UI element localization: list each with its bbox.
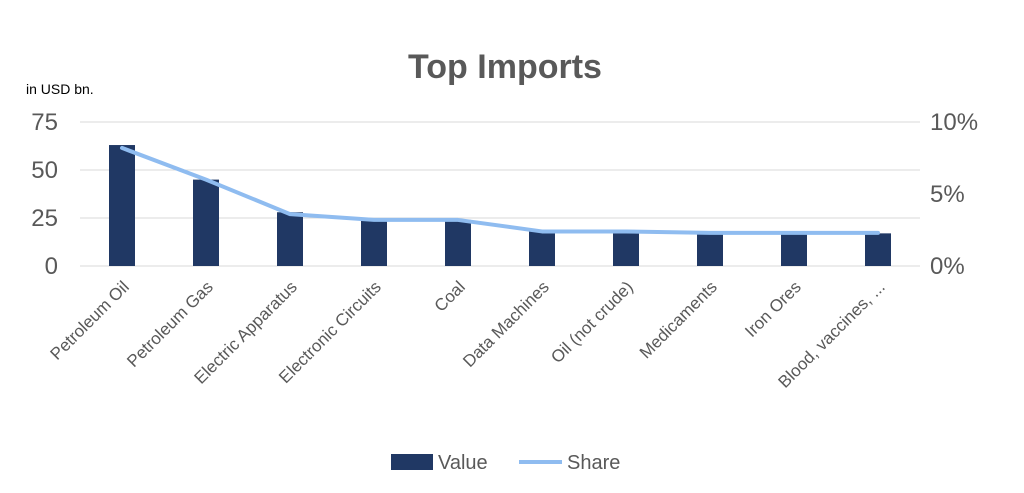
right-axis-ticks: 0% 5% 10%: [930, 109, 978, 280]
bar: [445, 219, 471, 266]
legend-value-swatch: [391, 454, 433, 470]
category-label: Iron Ores: [741, 277, 805, 341]
right-tick-label: 0%: [930, 253, 965, 280]
left-axis-ticks: 0 25 50 75: [31, 109, 58, 280]
bar: [193, 179, 219, 266]
category-label: Medicaments: [636, 277, 721, 362]
left-tick-label: 25: [31, 205, 58, 232]
share-line-path: [120, 145, 880, 235]
left-tick-label: 75: [31, 109, 58, 136]
bar: [277, 212, 303, 266]
category-label: Oil (not crude): [547, 277, 637, 367]
bar: [781, 233, 807, 266]
legend: Value Share: [391, 452, 620, 474]
left-tick-label: 50: [31, 157, 58, 184]
unit-label: in USD bn.: [26, 81, 94, 97]
right-tick-label: 10%: [930, 109, 978, 136]
legend-value-label: Value: [438, 452, 488, 474]
bar: [109, 145, 135, 266]
bar: [865, 233, 891, 266]
bar: [697, 233, 723, 266]
grid-lines: [80, 121, 920, 267]
category-label: Coal: [431, 277, 469, 315]
bar: [361, 219, 387, 266]
category-label: Data Machines: [459, 277, 553, 371]
category-label: Petroleum Gas: [123, 277, 217, 371]
legend-share-label: Share: [567, 452, 620, 474]
left-tick-label: 0: [45, 253, 58, 280]
share-line: [120, 145, 880, 235]
bar: [529, 231, 555, 266]
value-bars: [109, 145, 891, 266]
chart-title: Top Imports: [408, 48, 602, 86]
category-label: Petroleum Oil: [47, 277, 133, 363]
bar: [613, 231, 639, 266]
right-tick-label: 5%: [930, 181, 965, 208]
